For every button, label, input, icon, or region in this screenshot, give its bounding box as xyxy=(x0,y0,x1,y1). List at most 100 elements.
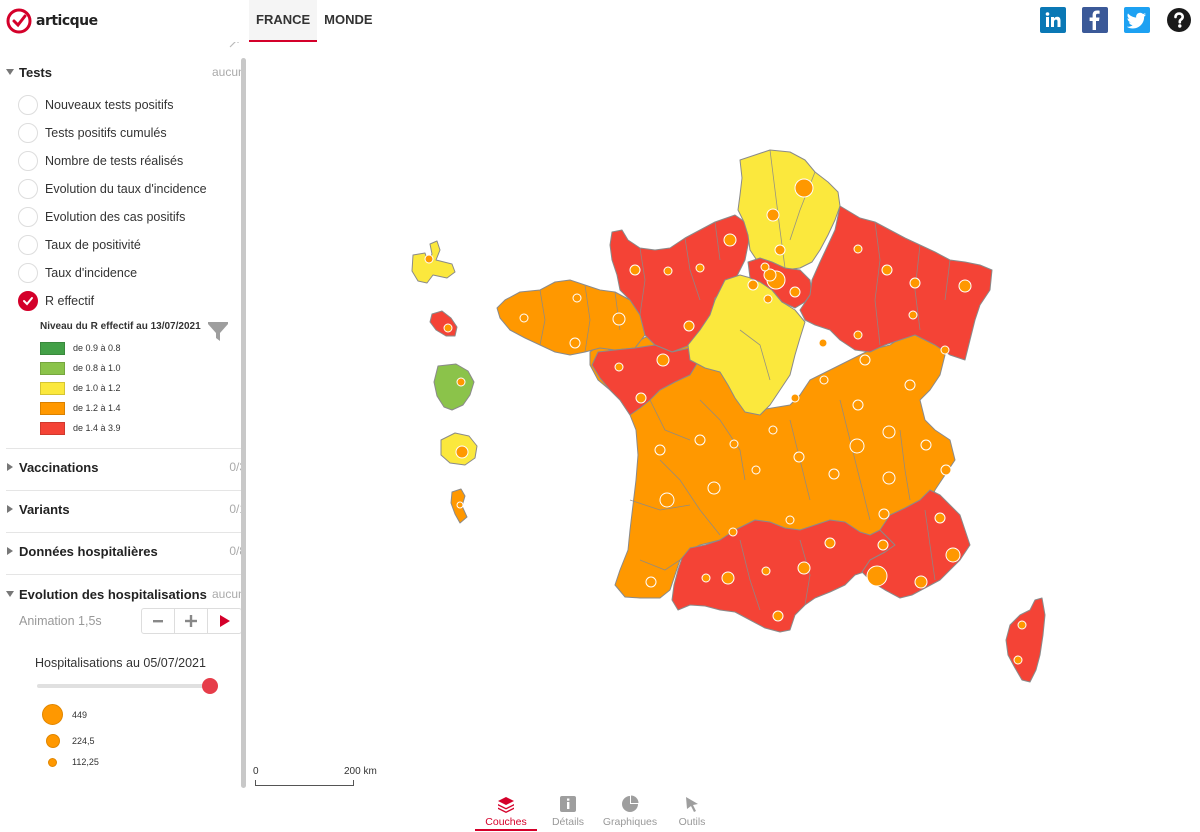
plus-icon xyxy=(185,615,197,627)
help-icon[interactable] xyxy=(1166,7,1192,33)
territory-guadeloupe[interactable] xyxy=(411,240,456,284)
territory-martinique[interactable] xyxy=(429,310,458,337)
region-grand-est[interactable] xyxy=(799,205,993,361)
legend-item: de 1.2 à 1.4 xyxy=(40,401,121,415)
legend-label: de 0.8 à 1.0 xyxy=(73,363,121,373)
region-pays-de-loire[interactable] xyxy=(591,344,699,416)
date-slider-knob[interactable] xyxy=(202,678,218,694)
nav-details-label: Détails xyxy=(551,816,585,828)
layer-label: Evolution des cas positifs xyxy=(45,210,186,224)
caret-right-icon xyxy=(7,547,13,555)
checkmark-icon xyxy=(23,297,33,306)
scale-start-label: 0 xyxy=(253,766,259,777)
layer-label: Evolution du taux d'incidence xyxy=(45,182,207,196)
bubble-swatch xyxy=(46,734,60,748)
bubble-legend-item: 449 xyxy=(42,704,87,725)
tab-monde[interactable]: MONDE xyxy=(324,12,373,27)
section-evolution-count: aucun xyxy=(212,587,245,601)
nav-couches[interactable]: Couches xyxy=(475,795,537,831)
france-map[interactable] xyxy=(248,42,1200,792)
minus-button[interactable] xyxy=(142,609,175,633)
logo-mark-icon xyxy=(6,8,32,34)
legend-label: de 1.4 à 3.9 xyxy=(73,423,121,433)
legend-label: de 1.0 à 1.2 xyxy=(73,383,121,393)
collapse-icon[interactable] xyxy=(229,42,239,48)
section-variants[interactable]: Variants 0/1 xyxy=(6,499,246,519)
radio-button[interactable] xyxy=(18,235,38,255)
layer-label: Nouveaux tests positifs xyxy=(45,98,174,112)
divider xyxy=(6,490,242,491)
section-vaccinations[interactable]: Vaccinations 0/3 xyxy=(6,457,246,477)
bottom-nav: Couches Détails Graphiques Outils xyxy=(475,795,723,831)
tab-france[interactable]: FRANCE xyxy=(249,0,318,42)
nav-couches-label: Couches xyxy=(485,816,527,828)
territory-guyane[interactable] xyxy=(433,363,475,411)
layer-evolution-cas-positifs[interactable]: Evolution des cas positifs xyxy=(18,206,185,228)
nav-outils-label: Outils xyxy=(678,816,706,828)
section-tests[interactable]: Tests aucun xyxy=(6,62,246,82)
twitter-icon[interactable] xyxy=(1124,7,1150,33)
layer-label: Nombre de tests réalisés xyxy=(45,154,184,168)
layer-evolution-taux-incidence[interactable]: Evolution du taux d'incidence xyxy=(18,178,207,200)
divider xyxy=(6,448,242,449)
legend-swatch xyxy=(40,341,65,355)
legend-swatch xyxy=(40,361,65,375)
bubble-legend-item: 224,5 xyxy=(46,734,95,748)
sidebar-scrollbar[interactable] xyxy=(241,58,246,788)
date-slider-track[interactable] xyxy=(37,684,209,688)
section-variants-title: Variants xyxy=(19,501,70,517)
legend-item: de 1.4 à 3.9 xyxy=(40,421,121,435)
play-icon xyxy=(219,615,230,627)
region-occitanie[interactable] xyxy=(671,519,906,633)
nav-outils[interactable]: Outils xyxy=(661,795,723,831)
section-vaccinations-title: Vaccinations xyxy=(19,459,99,475)
bubble-value: 449 xyxy=(72,709,88,720)
region-hauts-de-france[interactable] xyxy=(737,149,841,271)
radio-button[interactable] xyxy=(18,179,38,199)
section-evolution-hospitalisations[interactable]: Evolution des hospitalisations aucun xyxy=(6,584,246,604)
facebook-icon[interactable] xyxy=(1082,7,1108,33)
nav-graphiques-label: Graphiques xyxy=(602,816,658,828)
radio-button[interactable] xyxy=(18,151,38,171)
radio-button[interactable] xyxy=(18,123,38,143)
legend-label: de 1.2 à 1.4 xyxy=(73,403,121,413)
layer-nouveaux-tests-positifs[interactable]: Nouveaux tests positifs xyxy=(18,94,174,116)
layer-label: Taux d'incidence xyxy=(45,266,138,280)
filter-icon[interactable] xyxy=(207,321,229,343)
radio-button[interactable] xyxy=(18,95,38,115)
section-evolution-title: Evolution des hospitalisations xyxy=(19,586,207,602)
legend-item: de 0.8 à 1.0 xyxy=(40,361,121,375)
caret-right-icon xyxy=(7,463,13,471)
radio-button-checked[interactable] xyxy=(18,291,38,311)
nav-details[interactable]: Détails xyxy=(537,795,599,831)
section-tests-count: aucun xyxy=(212,65,245,79)
bubble-swatch xyxy=(42,704,63,725)
layer-taux-incidence[interactable]: Taux d'incidence xyxy=(18,262,137,284)
plus-button[interactable] xyxy=(175,609,208,633)
section-tests-title: Tests xyxy=(19,64,52,80)
section-donnees-hospitalieres[interactable]: Données hospitalières 0/8 xyxy=(6,541,246,561)
nav-graphiques[interactable]: Graphiques xyxy=(599,795,661,831)
layer-taux-de-positivite[interactable]: Taux de positivité xyxy=(18,234,141,256)
layer-tests-positifs-cumules[interactable]: Tests positifs cumulés xyxy=(18,122,167,144)
section-hospital-title: Données hospitalières xyxy=(19,543,158,559)
animation-controls xyxy=(141,608,242,634)
legend-title: Niveau du R effectif au 13/07/2021 xyxy=(40,321,201,332)
scale-end-label: 200 km xyxy=(344,766,377,777)
region-tabs: FRANCE MONDE xyxy=(249,0,380,42)
play-button[interactable] xyxy=(208,609,241,633)
logo-text: articque xyxy=(36,13,98,29)
radio-button[interactable] xyxy=(18,263,38,283)
layer-label: R effectif xyxy=(45,294,95,308)
radio-button[interactable] xyxy=(18,207,38,227)
linkedin-icon[interactable] xyxy=(1040,7,1066,33)
region-corse[interactable] xyxy=(1005,597,1046,683)
scale-bar xyxy=(255,780,354,786)
layer-r-effectif[interactable]: R effectif xyxy=(18,290,94,312)
bubble-legend-item: 112,25 xyxy=(48,757,99,767)
app-logo[interactable]: articque xyxy=(6,7,98,35)
caret-right-icon xyxy=(7,505,13,513)
info-icon xyxy=(560,796,576,812)
layer-nombre-de-tests[interactable]: Nombre de tests réalisés xyxy=(18,150,183,172)
hospitalisations-title: Hospitalisations au 05/07/2021 xyxy=(35,656,206,670)
